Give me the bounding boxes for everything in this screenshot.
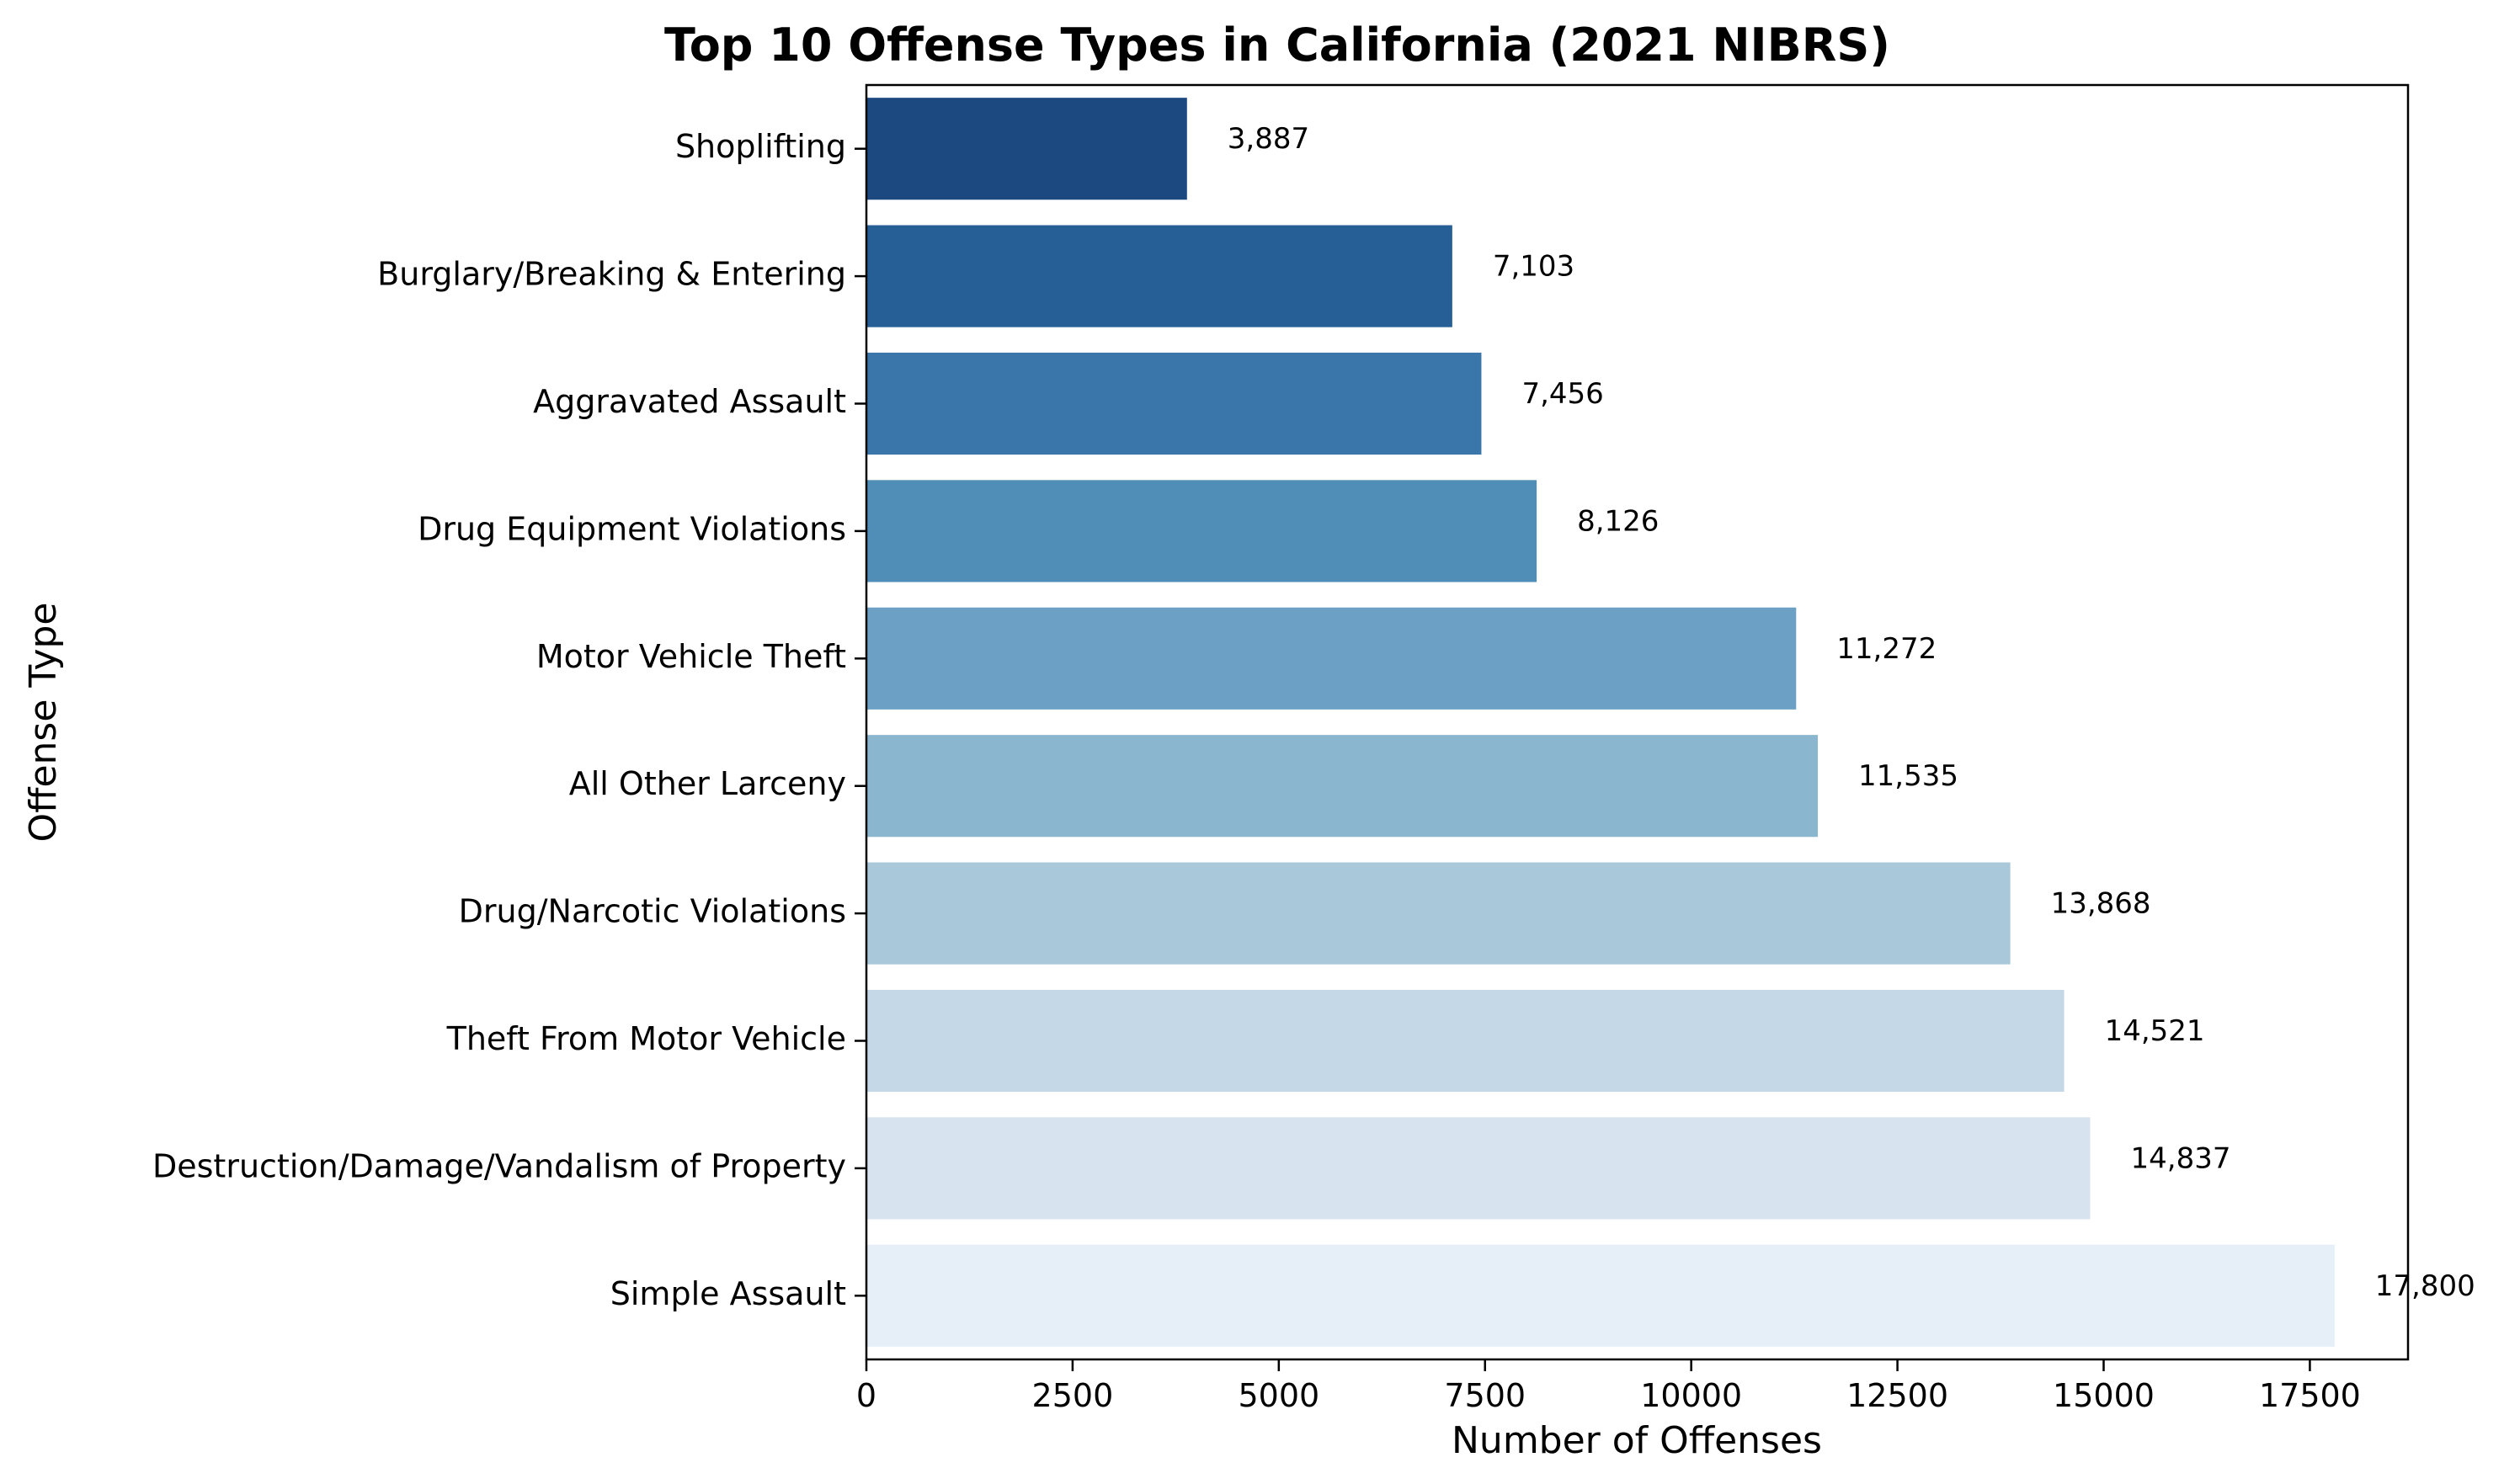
- x-axis-label: Number of Offenses: [1452, 1419, 1822, 1462]
- bar-value-label: 3,887: [1228, 122, 1309, 156]
- y-axis-ticks: Shoplifting Burglary/Breaking & Entering A…: [152, 128, 866, 1312]
- y-tick-label: Simple Assault: [610, 1275, 846, 1312]
- bar: [866, 480, 1537, 582]
- bar-value-label: 13,868: [2051, 887, 2151, 921]
- y-tick-label: Motor Vehicle Theft: [536, 638, 846, 675]
- bar: [866, 607, 1797, 710]
- bar-value-label: 14,521: [2105, 1014, 2205, 1048]
- bar-value-label: 7,103: [1493, 250, 1574, 284]
- bar-value-label: 8,126: [1577, 504, 1659, 538]
- chart-title: Top 10 Offense Types in California (2021…: [664, 19, 1890, 72]
- bar-value-label: 11,535: [1858, 759, 1958, 793]
- bar: [866, 989, 2064, 1093]
- x-tick-label: 17500: [2259, 1377, 2361, 1414]
- x-tick-label: 7500: [1444, 1377, 1526, 1414]
- x-tick-label: 0: [856, 1377, 876, 1414]
- bar: [866, 352, 1482, 455]
- bars: [866, 98, 2335, 1347]
- x-tick-label: 12500: [1846, 1377, 1948, 1414]
- y-axis-label: Offense Type: [22, 603, 65, 843]
- plot-area-frame: [865, 83, 2410, 1361]
- bar: [866, 735, 1819, 838]
- x-tick-label: 2500: [1032, 1377, 1114, 1414]
- x-tick-label: 10000: [1640, 1377, 1742, 1414]
- y-tick-label: Drug/Narcotic Violations: [459, 893, 846, 930]
- bar-value-label: 11,272: [1836, 632, 1937, 666]
- y-tick-label: Drug Equipment Violations: [418, 510, 846, 547]
- y-tick-label: Destruction/Damage/Vandalism of Property: [152, 1147, 846, 1184]
- bar: [866, 225, 1452, 327]
- value-labels: 3,887 7,103 7,456 8,126 11,272 11,535 13,868 14…: [1228, 122, 2475, 1303]
- bar-value-label: 7,456: [1521, 377, 1603, 411]
- y-tick-label: Theft From Motor Vehicle: [446, 1020, 846, 1057]
- y-tick-label: Aggravated Assault: [533, 383, 846, 420]
- y-tick-label: Burglary/Breaking & Entering: [377, 256, 846, 293]
- bar: [866, 98, 1187, 200]
- bar-value-label: 14,837: [2131, 1141, 2231, 1175]
- y-tick-label: Shoplifting: [675, 128, 846, 165]
- x-tick-label: 5000: [1238, 1377, 1319, 1414]
- bar: [866, 1244, 2335, 1347]
- bar: [866, 862, 2011, 965]
- x-tick-label: 15000: [2053, 1377, 2155, 1414]
- x-axis-ticks: 0 2500 5000 7500 10000 12500 15000 17500: [856, 1359, 2361, 1414]
- y-tick-label: All Other Larceny: [569, 765, 846, 802]
- bar-value-label: 17,800: [2375, 1269, 2475, 1303]
- bar: [866, 1117, 2091, 1220]
